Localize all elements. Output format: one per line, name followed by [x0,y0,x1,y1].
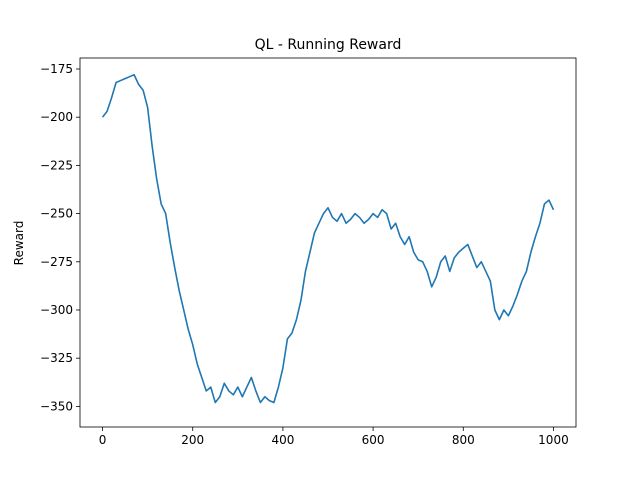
y-tick-label: −250 [40,207,73,221]
plot-frame [79,57,577,428]
x-tick-label: 1000 [538,433,569,447]
y-tick-label: −350 [40,399,73,413]
y-tick-label: −200 [40,110,73,124]
chart-title: QL - Running Reward [255,37,402,53]
x-tick-label: 200 [181,433,204,447]
x-tick-label: 400 [271,433,294,447]
y-tick-label: −225 [40,158,73,172]
x-tick-label: 800 [452,433,475,447]
y-tick-label: −175 [40,62,73,76]
data-line [101,73,555,404]
y-tick-label: −325 [40,351,73,365]
x-tick-label: 600 [362,433,385,447]
x-tick-label: 0 [99,433,107,447]
y-tick-label: −275 [40,255,73,269]
y-tick-label: −300 [40,303,73,317]
y-axis-label: Reward [12,221,26,266]
